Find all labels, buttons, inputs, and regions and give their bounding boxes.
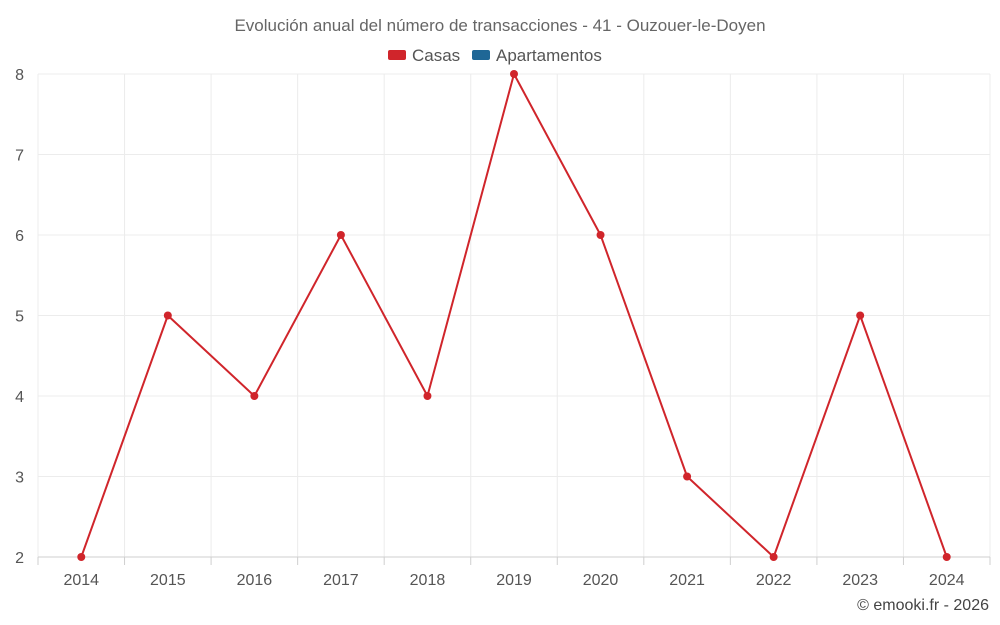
y-tick-label: 7 — [15, 148, 24, 165]
y-axis-ticks: 2 3 4 5 6 7 8 — [15, 67, 24, 567]
x-tick-label: 2015 — [150, 572, 186, 589]
data-point[interactable] — [596, 231, 605, 239]
data-point[interactable] — [683, 472, 692, 481]
x-axis-ticks: 2014 2015 2016 2017 2018 2019 2020 2021 2022 2023… — [63, 572, 964, 589]
x-tick-label: 2019 — [496, 572, 532, 589]
y-tick-label: 6 — [15, 228, 24, 245]
x-tick-label: 2022 — [756, 572, 792, 589]
data-point[interactable] — [250, 392, 259, 400]
x-tick-label: 2020 — [583, 572, 619, 589]
y-tick-label: 4 — [15, 389, 24, 406]
legend-item-apartamentos[interactable]: Apartamentos — [472, 46, 602, 65]
x-tick-label: 2014 — [63, 572, 99, 589]
credit-text: © emooki.fr - 2026 — [857, 597, 989, 614]
y-tick-label: 2 — [15, 550, 24, 567]
legend[interactable]: Casas Apartamentos — [388, 46, 602, 65]
data-point[interactable] — [77, 553, 86, 561]
data-point[interactable] — [510, 70, 518, 78]
y-tick-label: 8 — [15, 67, 24, 84]
data-point[interactable] — [163, 311, 172, 320]
y-tick-label: 5 — [15, 309, 24, 326]
x-tick-label: 2018 — [410, 572, 446, 589]
legend-swatch-casas — [388, 50, 406, 60]
legend-item-casas[interactable]: Casas — [388, 46, 460, 65]
chart-title: Evolución anual del número de transaccio… — [234, 16, 765, 35]
data-point[interactable] — [769, 553, 778, 561]
x-tick-label: 2024 — [929, 572, 965, 589]
legend-label-apartamentos: Apartamentos — [496, 46, 602, 65]
legend-label-casas: Casas — [412, 46, 460, 65]
data-point[interactable] — [423, 392, 432, 400]
data-point[interactable] — [336, 231, 345, 239]
data-point[interactable] — [856, 311, 865, 320]
x-tick-label: 2016 — [237, 572, 273, 589]
axes — [37, 556, 991, 565]
x-tick-label: 2021 — [669, 572, 705, 589]
legend-swatch-apartamentos — [472, 50, 490, 60]
data-point[interactable] — [942, 553, 951, 561]
x-tick-label: 2023 — [842, 572, 878, 589]
grid — [37, 73, 991, 557]
y-tick-label: 3 — [15, 470, 24, 487]
x-tick-label: 2017 — [323, 572, 359, 589]
series — [77, 70, 951, 561]
